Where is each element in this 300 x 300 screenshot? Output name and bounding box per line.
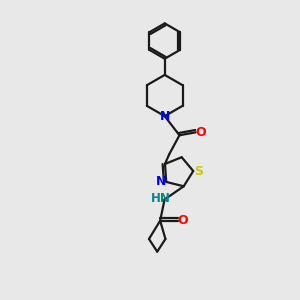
Text: HN: HN	[151, 192, 171, 205]
Text: N: N	[160, 110, 170, 123]
Text: O: O	[178, 214, 188, 227]
Text: O: O	[196, 126, 206, 139]
Text: N: N	[156, 176, 166, 188]
Text: S: S	[194, 164, 203, 178]
